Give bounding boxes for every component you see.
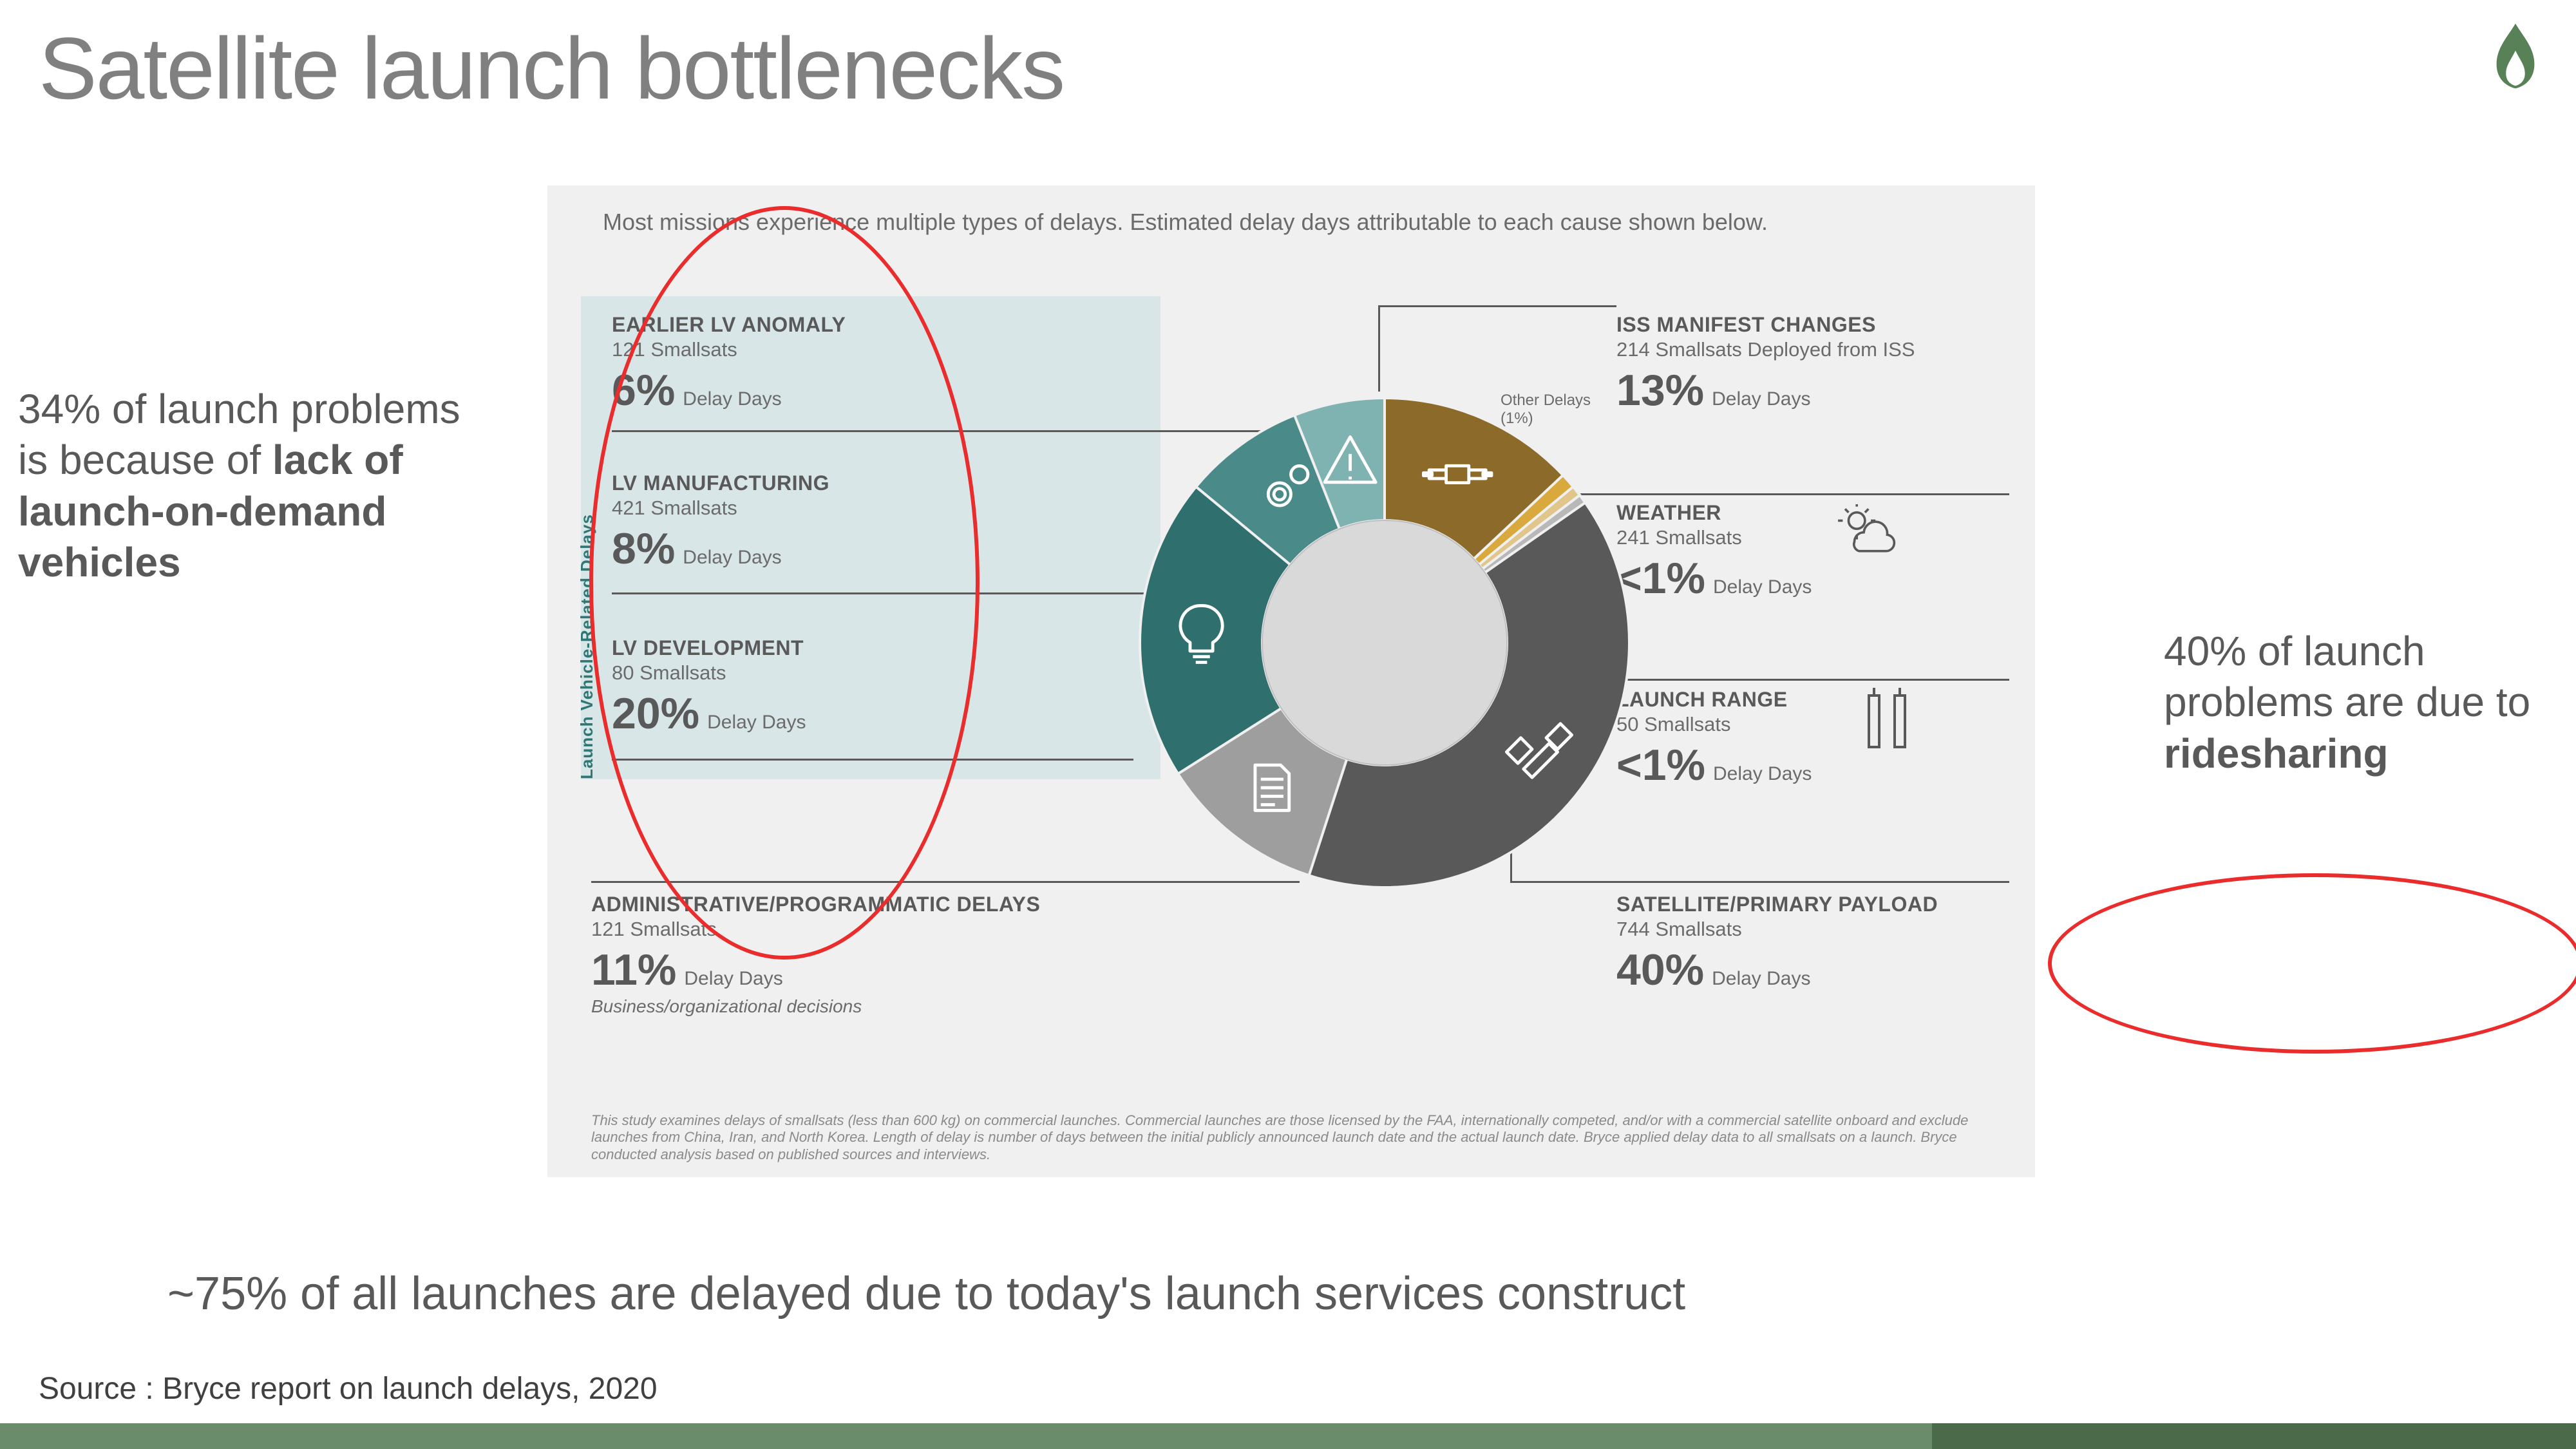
cat-admin: ADMINISTRATIVE/PROGRAMMATIC DELAYS 121 S… [591,893,1040,1017]
cat-pct: 20% [612,688,699,739]
conclusion-text: ~75% of all launches are delayed due to … [167,1267,1685,1320]
cat-pct: 40% [1616,945,1704,995]
infographic-footnote: This study examines delays of smallsats … [591,1112,2009,1163]
cat-pct-label: Delay Days [1712,388,1810,410]
divider [612,759,1133,761]
infographic-panel: Most missions experience multiple types … [547,185,2035,1177]
weather-icon [1835,504,1906,559]
right-annot-bold: ridesharing [2164,730,2389,777]
cat-title: LV DEVELOPMENT [612,636,806,660]
lv-group-label: Launch Vehicle-Related Delays [577,514,597,779]
cat-lv-anomaly: EARLIER LV ANOMALY 121 Smallsats 6% Delay… [612,313,846,415]
cat-pct-label: Delay Days [683,547,781,569]
source-text: Source : Bryce report on launch delays, … [39,1371,658,1406]
bottom-accent-bar [0,1423,2576,1449]
left-annot-pct: 34% [18,386,100,432]
cat-lv-dev: LV DEVELOPMENT 80 Smallsats 20% Delay Day… [612,636,806,739]
launch-range-icon [1861,688,1913,755]
left-annotation: 34% of launch problems is because of lac… [18,384,495,588]
cat-lv-mfg: LV MANUFACTURING 421 Smallsats 8% Delay D… [612,471,829,574]
flame-logo-icon [2488,21,2543,95]
cat-title: EARLIER LV ANOMALY [612,313,846,337]
right-annotation: 40% of launch problems are due to ridesh… [2164,626,2550,779]
cat-pct-label: Delay Days [684,968,782,990]
right-annot-pct: 40% [2164,628,2246,674]
cat-title: ISS MANIFEST CHANGES [1616,313,1915,337]
cat-sub: 121 Smallsats [612,338,846,361]
divider [612,592,1172,594]
cat-title: ADMINISTRATIVE/PROGRAMMATIC DELAYS [591,893,1040,916]
slide: Satellite launch bottlenecks 34% of laun… [0,0,2576,1449]
right-highlight-ellipse [2048,873,2576,1054]
cat-pct-label: Delay Days [1713,763,1812,785]
cat-sub: 121 Smallsats [591,918,1040,941]
cat-pct-label: Delay Days [1712,968,1810,990]
cat-pct: 6% [612,365,675,415]
cat-title: LV MANUFACTURING [612,471,829,495]
cat-sub: 80 Smallsats [612,661,806,685]
cat-pct: 8% [612,524,675,574]
cat-pct: 11% [591,945,676,995]
cat-note: Business/organizational decisions [591,996,1040,1017]
cat-pct-label: Delay Days [707,712,806,734]
divider [1378,305,1616,307]
cat-pct-label: Delay Days [683,388,781,410]
page-title: Satellite launch bottlenecks [39,18,1064,118]
cat-pct-label: Delay Days [1713,576,1812,598]
donut-chart [1095,353,1674,933]
cat-sub: 421 Smallsats [612,497,829,520]
infographic-description: Most missions experience multiple types … [547,185,2035,238]
